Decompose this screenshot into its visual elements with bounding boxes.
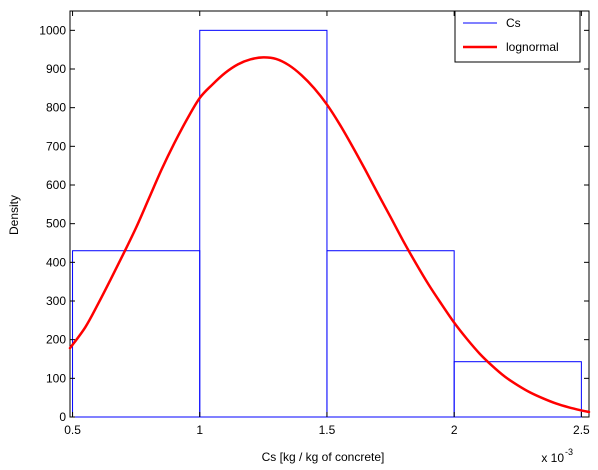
x-axis-tick-labels: 0.5 1 1.5 2 2.5	[64, 423, 590, 437]
y-axis-tick-labels: 0 100 200 300 400 500 600 700 800 900 1000	[39, 23, 66, 424]
y-tick-label: 0	[59, 410, 66, 424]
histogram-bars	[72, 29, 582, 418]
legend: Cs lognormal	[454, 10, 581, 63]
x-tick-label: 1	[196, 423, 203, 437]
y-axis-ticks	[70, 29, 589, 418]
plot-layer: 0.5 1 1.5 2 2.5 0 100 200 300 400 500 600 700 800 900…	[39, 10, 591, 437]
x-axis-multiplier: x 10 -3	[541, 447, 573, 465]
x-tick-label: 1.5	[319, 423, 336, 437]
y-axis-label: Density	[7, 195, 21, 235]
y-tick-label: 400	[46, 255, 66, 269]
legend-label-lognormal: lognormal	[506, 40, 559, 54]
lognormal-curve	[68, 56, 591, 414]
y-tick-label: 800	[46, 101, 66, 115]
x-tick-label: 2	[451, 423, 458, 437]
x-tick-label: 2.5	[573, 423, 590, 437]
y-tick-label: 500	[46, 217, 66, 231]
x-axis-multiplier-text: x 10	[541, 451, 564, 465]
y-tick-label: 600	[46, 178, 66, 192]
x-tick-label: 0.5	[64, 423, 81, 437]
y-tick-label: 1000	[39, 23, 66, 37]
histogram-bar-2	[199, 29, 328, 418]
legend-label-cs: Cs	[506, 16, 521, 30]
plot-frame	[69, 10, 590, 418]
y-tick-label: 100	[46, 371, 66, 385]
y-tick-label: 300	[46, 294, 66, 308]
histogram-bar-4	[453, 361, 582, 418]
x-axis-ticks	[72, 11, 582, 417]
x-axis-multiplier-exponent: -3	[565, 447, 573, 457]
y-tick-label: 200	[46, 333, 66, 347]
y-tick-label: 900	[46, 62, 66, 76]
y-tick-label: 700	[46, 139, 66, 153]
x-axis-label: Cs [kg / kg of concrete]	[262, 450, 385, 464]
legend-box	[454, 10, 581, 63]
histogram-bar-3	[326, 250, 455, 418]
